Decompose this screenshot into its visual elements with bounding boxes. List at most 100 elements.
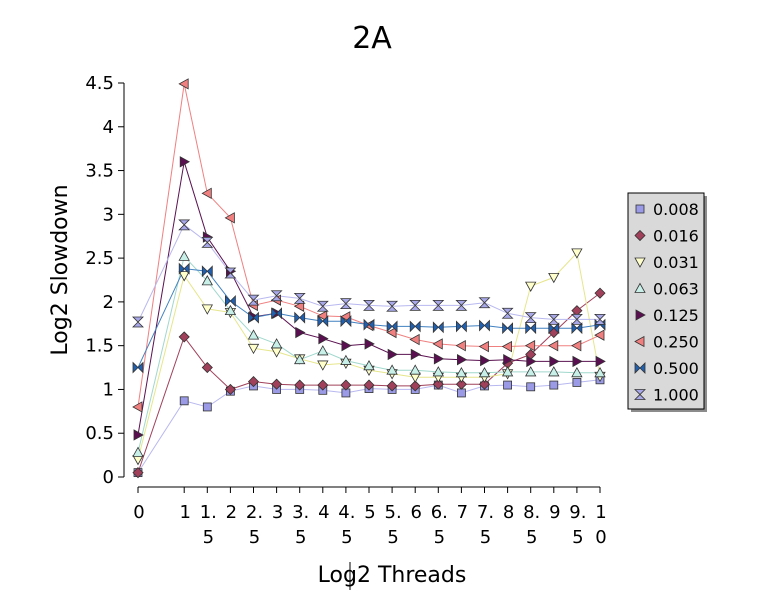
data-point-0.016 bbox=[340, 379, 352, 391]
series-line-0.031 bbox=[137, 251, 601, 460]
legend-label: 1.000 bbox=[653, 386, 699, 405]
x-tick-label: 1 bbox=[179, 502, 190, 523]
data-point-0.125 bbox=[572, 355, 583, 368]
data-point-0.250 bbox=[547, 339, 559, 352]
data-point-0.063 bbox=[455, 366, 468, 378]
x-tick-label: 5 bbox=[295, 527, 306, 548]
x-tick-label: 1. bbox=[200, 502, 217, 523]
data-point-0.125 bbox=[410, 348, 422, 361]
series-line-0.125 bbox=[137, 161, 600, 436]
data-point-0.063 bbox=[363, 359, 375, 371]
x-tick-label: 2 bbox=[226, 502, 237, 523]
data-point-0.008 bbox=[572, 378, 582, 387]
data-point-1.000 bbox=[178, 219, 191, 231]
x-tick-label: 5 bbox=[526, 527, 537, 548]
data-point-0.016 bbox=[455, 378, 467, 390]
data-point-0.250 bbox=[132, 401, 143, 413]
data-point-0.250 bbox=[478, 340, 489, 353]
data-point-0.250 bbox=[501, 340, 513, 353]
data-point-0.125 bbox=[433, 353, 445, 365]
data-point-0.500 bbox=[248, 311, 259, 324]
x-tick-label: 5 bbox=[572, 527, 583, 548]
data-point-1.000 bbox=[594, 314, 606, 325]
data-point-1.000 bbox=[316, 300, 329, 312]
data-point-0.016 bbox=[224, 383, 236, 396]
legend-label: 0.016 bbox=[653, 227, 699, 246]
data-point-0.008 bbox=[503, 380, 513, 390]
data-point-0.016 bbox=[478, 378, 491, 390]
data-point-0.500 bbox=[225, 295, 236, 307]
data-point-0.125 bbox=[364, 338, 375, 350]
data-point-0.008 bbox=[202, 402, 212, 412]
data-point-0.125 bbox=[549, 355, 560, 368]
x-tick-label: 7 bbox=[457, 502, 468, 523]
data-point-0.125 bbox=[179, 156, 191, 168]
data-point-0.500 bbox=[201, 265, 213, 278]
data-point-0.500 bbox=[409, 320, 421, 333]
data-point-0.063 bbox=[270, 338, 283, 349]
legend: 0.008 0.016 0.031 0.063 0.125 0.250 0.500 1.000 bbox=[627, 192, 707, 412]
data-point-1.000 bbox=[455, 299, 468, 311]
data-point-0.500 bbox=[456, 320, 467, 333]
data-point-0.008 bbox=[526, 382, 536, 392]
legend-marker-0.031 bbox=[634, 257, 646, 268]
data-point-0.063 bbox=[247, 329, 260, 340]
x-tick-label: 4. bbox=[338, 502, 355, 523]
legend-marker-0.250 bbox=[634, 335, 645, 348]
data-point-1.000 bbox=[501, 307, 514, 319]
data-point-1.000 bbox=[547, 314, 560, 325]
data-point-0.250 bbox=[178, 78, 189, 90]
y-tick-label: 4.5 bbox=[85, 73, 114, 94]
data-point-0.016 bbox=[294, 379, 306, 391]
data-point-0.250 bbox=[224, 212, 235, 224]
data-point-0.125 bbox=[595, 355, 606, 368]
x-tick-label: 5 bbox=[480, 527, 491, 548]
data-point-0.250 bbox=[455, 339, 466, 352]
data-point-0.125 bbox=[318, 332, 329, 345]
legend-box bbox=[627, 192, 705, 410]
data-point-0.016 bbox=[409, 380, 421, 392]
x-tick-label: 1 bbox=[595, 502, 606, 523]
legend-marker-0.063 bbox=[634, 282, 646, 293]
data-point-0.063 bbox=[294, 353, 306, 365]
data-point-0.125 bbox=[456, 353, 468, 366]
data-point-1.000 bbox=[339, 298, 352, 310]
data-point-0.016 bbox=[132, 467, 144, 479]
x-tick-label: 5 bbox=[203, 527, 214, 548]
legend-label: 0.500 bbox=[653, 359, 699, 378]
data-point-1.000 bbox=[478, 297, 491, 309]
data-point-0.250 bbox=[409, 333, 420, 346]
data-point-0.008 bbox=[456, 388, 466, 398]
data-point-0.500 bbox=[525, 322, 537, 335]
axes: 00.511.522.533.544.50 1 1.52 2.53 3.54 4.55 5.… bbox=[85, 73, 606, 548]
x-tick-label: 5 bbox=[364, 502, 375, 523]
x-tick-label: 7. bbox=[477, 502, 494, 523]
x-tick-label: 5. bbox=[385, 502, 402, 523]
data-point-0.500 bbox=[432, 321, 444, 334]
data-point-0.016 bbox=[201, 361, 213, 374]
data-point-0.063 bbox=[571, 366, 583, 378]
x-tick-label: 8. bbox=[523, 502, 540, 523]
data-point-0.031 bbox=[571, 248, 583, 259]
x-tick-label: 5 bbox=[387, 527, 398, 548]
data-point-0.031 bbox=[548, 272, 560, 284]
data-point-1.000 bbox=[132, 316, 144, 328]
data-point-0.031 bbox=[247, 343, 260, 355]
data-point-0.016 bbox=[317, 379, 329, 391]
data-point-1.000 bbox=[201, 236, 214, 248]
data-point-0.016 bbox=[594, 287, 606, 299]
data-point-0.063 bbox=[178, 250, 190, 261]
data-point-0.500 bbox=[132, 361, 144, 374]
data-point-0.031 bbox=[178, 271, 190, 282]
data-point-0.016 bbox=[363, 379, 375, 391]
x-axis-label: Log2 Threads bbox=[318, 563, 467, 588]
data-point-0.031 bbox=[270, 347, 283, 358]
x-tick-label: 9 bbox=[549, 502, 560, 523]
data-point-1.000 bbox=[270, 290, 283, 302]
data-point-0.125 bbox=[503, 353, 514, 366]
data-point-0.016 bbox=[432, 378, 444, 390]
data-point-0.031 bbox=[317, 360, 329, 371]
data-point-0.250 bbox=[594, 329, 605, 341]
data-point-0.063 bbox=[132, 446, 144, 457]
